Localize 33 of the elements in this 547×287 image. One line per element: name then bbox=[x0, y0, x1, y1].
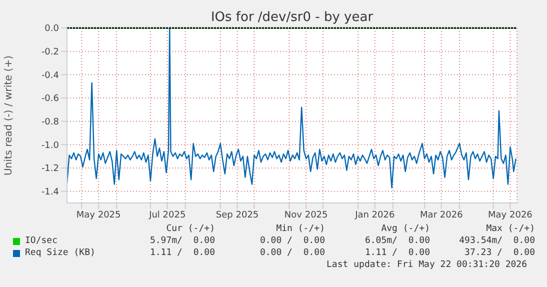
y-tick-label: -0.2 bbox=[41, 48, 59, 58]
y-tick-label: -1.2 bbox=[41, 164, 59, 174]
legend-label: Req Size (KB) bbox=[25, 248, 96, 258]
y-tick-label: -0.6 bbox=[41, 94, 60, 104]
text: 493.54m/ 0.00 bbox=[458, 236, 535, 246]
text: 0.00 / 0.00 bbox=[258, 248, 325, 258]
text: Avg (-/+) bbox=[380, 224, 430, 234]
line-series bbox=[67, 28, 516, 188]
y-tick-label: -0.8 bbox=[41, 118, 60, 128]
text: Min (-/+) bbox=[275, 224, 325, 234]
text: Max (-/+) bbox=[485, 224, 535, 234]
x-tick-label: Mar 2026 bbox=[420, 210, 464, 220]
text: 5.97m/ 0.00 bbox=[148, 236, 215, 246]
x-tick-label: May 2026 bbox=[488, 210, 533, 220]
text: 37.23 / 0.00 bbox=[464, 248, 535, 258]
y-tick-label: -0.4 bbox=[41, 70, 60, 81]
x-tick-label: Nov 2025 bbox=[284, 210, 328, 220]
y-tick-label: -1.4 bbox=[41, 188, 60, 198]
text: 1.11 / 0.00 bbox=[148, 248, 215, 258]
text: Last update: Fri May 22 00:31:20 2026 bbox=[326, 260, 527, 270]
legend-label: IO/sec bbox=[25, 236, 58, 246]
text: 0.00 / 0.00 bbox=[258, 236, 325, 246]
y-tick-label: -1.0 bbox=[41, 140, 60, 151]
x-tick-label: May 2025 bbox=[76, 210, 121, 220]
text: Cur (-/+) bbox=[165, 224, 215, 234]
y-tick-label: 0.0 bbox=[44, 24, 60, 34]
text: 1.11 / 0.00 bbox=[364, 248, 430, 258]
text: 6.05m/ 0.00 bbox=[364, 236, 430, 246]
x-tick-label: Jul 2025 bbox=[148, 210, 186, 220]
x-tick-label: Jan 2026 bbox=[354, 210, 395, 220]
chart-title: IOs for /dev/sr0 - by year bbox=[210, 10, 374, 25]
y-axis-title: Units read (-) / write (+) bbox=[4, 55, 15, 176]
x-tick-label: Sep 2025 bbox=[216, 210, 259, 220]
